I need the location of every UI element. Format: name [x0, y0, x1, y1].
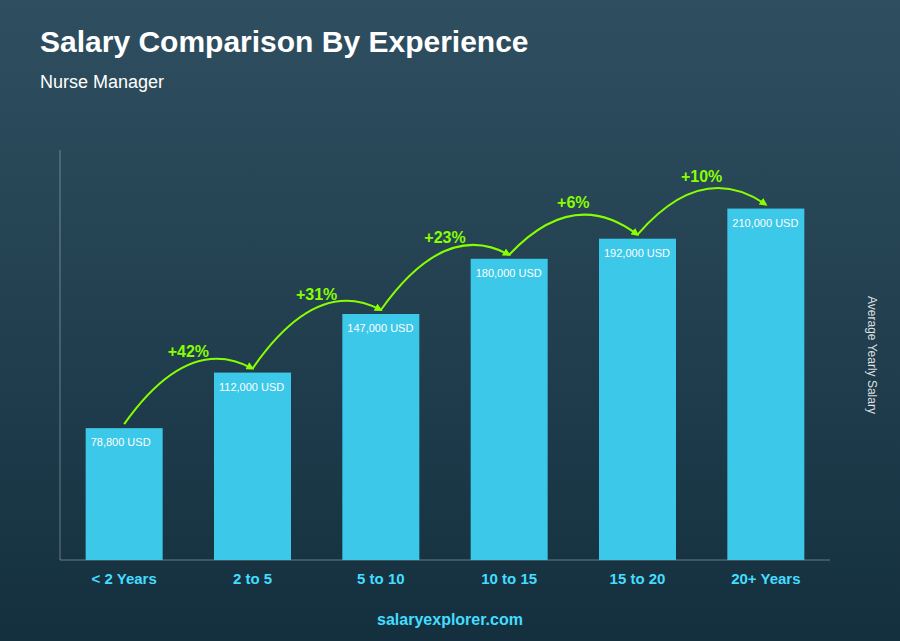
data-label: 180,000 USD [476, 267, 542, 279]
annotation: +31% [296, 286, 337, 303]
x-tick-label: < 2 Years [92, 570, 157, 587]
x-axis-line [60, 560, 830, 561]
annotation: +42% [168, 343, 209, 360]
data-label: 147,000 USD [347, 322, 413, 334]
bars [86, 209, 805, 560]
background [0, 0, 900, 641]
change-arrow [124, 359, 252, 424]
x-tick-label: 2 to 5 [233, 570, 272, 587]
change-arrow [638, 188, 766, 235]
annotation: +23% [424, 229, 465, 246]
subtitle: Nurse Manager [40, 72, 164, 92]
x-tick-label: 20+ Years [731, 570, 800, 587]
bar [86, 428, 163, 560]
bar [214, 373, 291, 560]
bar [727, 209, 804, 560]
bar [342, 314, 419, 560]
annotation: +6% [557, 194, 589, 211]
y-axis-label: Average Yearly Salary [865, 296, 879, 414]
title: Salary Comparison By Experience [40, 25, 529, 58]
data-label: 210,000 USD [732, 217, 798, 229]
change-arrow [253, 301, 381, 369]
source: salaryexplorer.com [377, 611, 523, 628]
data-label: 192,000 USD [604, 247, 670, 259]
annotation: +10% [681, 168, 722, 185]
x-tick-label: 15 to 20 [610, 570, 666, 587]
x-tick-label: 5 to 10 [357, 570, 405, 587]
data-label: 78,800 USD [91, 436, 151, 448]
data-label: 112,000 USD [219, 381, 284, 393]
bar [599, 239, 676, 560]
x-tick-label: 10 to 15 [481, 570, 537, 587]
y-axis-line [60, 150, 61, 560]
bar [471, 259, 548, 560]
chart: Salary Comparison By Experience Nurse Man… [0, 0, 900, 641]
change-arrow [509, 215, 637, 255]
change-arrow [381, 245, 509, 310]
